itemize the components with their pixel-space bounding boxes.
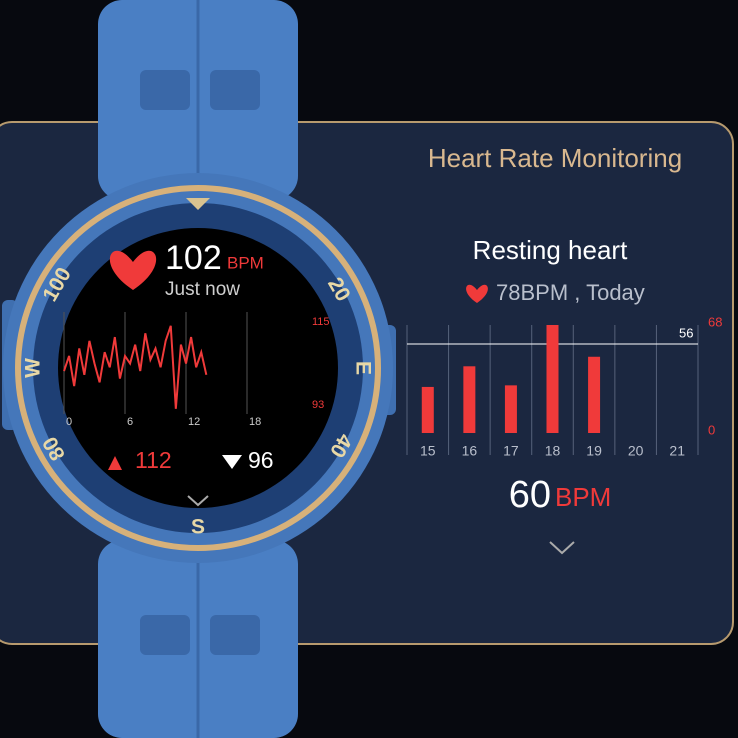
x-tick-label: 6 [127, 416, 133, 428]
current-rate: 60 [509, 474, 551, 516]
min-rate: 96 [248, 447, 274, 473]
y-tick-label: 0 [708, 422, 715, 437]
x-tick-label: 0 [66, 416, 72, 428]
x-tick-label: 18 [249, 416, 261, 428]
heart-rate-line [63, 325, 208, 409]
bezel-label: E [351, 361, 374, 375]
reference-label: 56 [679, 325, 693, 340]
heart-rate-unit: BPM [227, 253, 264, 272]
heart-icon [466, 284, 488, 303]
bar [421, 386, 434, 433]
x-tick-label: 17 [503, 443, 519, 459]
x-tick-label: 12 [188, 416, 200, 428]
screen [58, 228, 338, 508]
heart-rate: 102 [165, 239, 222, 277]
x-tick-label: 16 [462, 443, 478, 459]
bar [588, 356, 601, 433]
x-tick-label: 18 [545, 443, 561, 459]
gold-ring [15, 185, 381, 551]
up-icon [108, 456, 122, 470]
today-label: 78BPM , Today [496, 280, 645, 305]
bar [504, 385, 517, 433]
bar [546, 325, 559, 433]
current-unit: BPM [555, 482, 611, 512]
x-tick-label: 19 [586, 443, 602, 459]
bezel-label: W [22, 358, 45, 378]
time-label: Just now [165, 279, 240, 300]
bezel-marker [186, 198, 210, 210]
max-rate: 112 [135, 447, 172, 473]
y-tick-label: 93 [312, 399, 324, 411]
x-tick-label: 20 [628, 443, 644, 459]
panel-title: Heart Rate Monitoring [428, 143, 682, 173]
bezel-label: S [191, 516, 205, 539]
bar [463, 366, 476, 433]
x-tick-label: 15 [420, 443, 436, 459]
panel-subtitle: Resting heart [473, 235, 628, 265]
chevron [187, 495, 209, 507]
x-tick-label: 21 [669, 443, 685, 459]
y-tick-label: 115 [312, 316, 330, 328]
strap-pattern [140, 70, 260, 655]
heart-icon [109, 250, 157, 290]
chevron [549, 541, 575, 555]
down-icon [222, 455, 242, 469]
y-tick-label: 68 [708, 314, 722, 329]
